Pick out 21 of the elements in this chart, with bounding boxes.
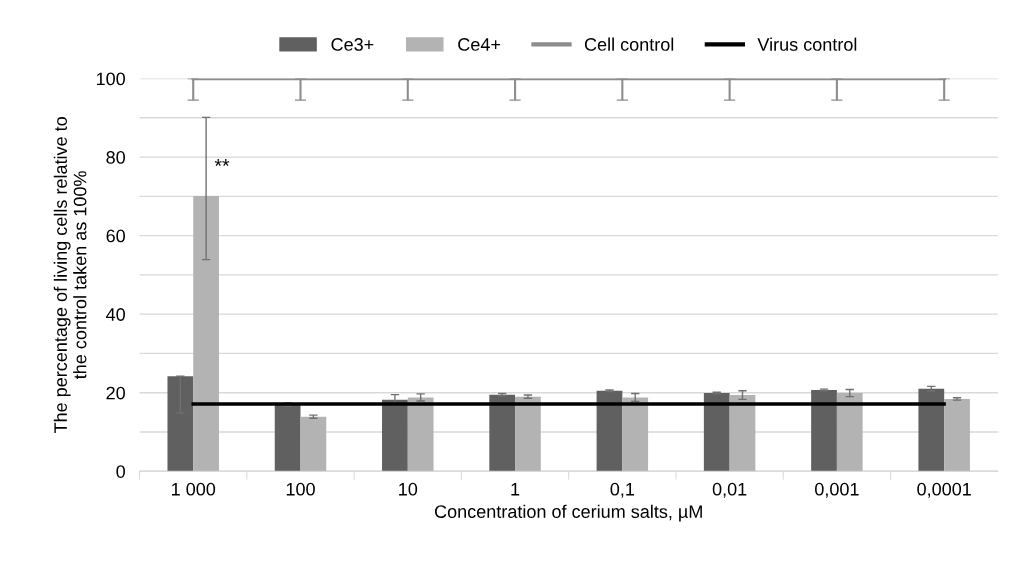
legend-label: Ce4+ [458,38,501,51]
y-tick-label: 80 [106,151,125,164]
x-tick-label: 0,001 [815,482,859,498]
x-axis-title: Concentration of cerium salts, µM [434,504,702,522]
legend-label: Ce3+ [331,38,374,51]
legend-label: Cell control [584,37,674,51]
y-tick-label: 100 [96,72,125,86]
x-tick-label: 1 [511,483,520,496]
x-tick-label: 1 000 [172,482,216,496]
x-tick-label: 100 [286,482,315,496]
y-axis-title: The percentage of living cells relative to the control taken as 100% [53,117,87,434]
x-tick-label: 0,1 [610,482,635,498]
x-tick-label: 0,0001 [917,482,971,498]
y-tick-label: 40 [106,308,125,321]
x-tick-label: 10 [399,482,418,496]
x-tick-label: 0,01 [712,482,747,498]
y-tick-label: 20 [106,386,125,400]
annotation: ** [214,159,230,166]
y-tick-label: 0 [116,465,125,478]
legend-label: Virus control [757,37,857,51]
y-tick-label: 60 [106,229,125,243]
